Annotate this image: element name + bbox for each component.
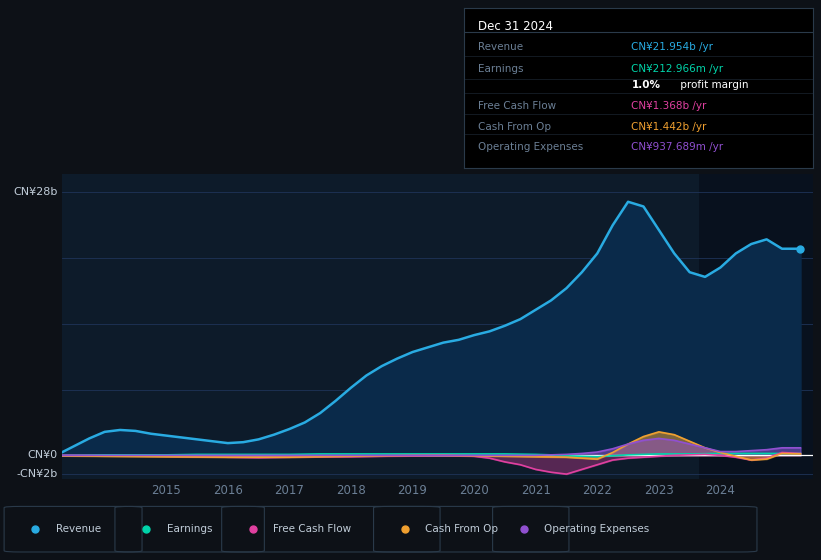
Text: Operating Expenses: Operating Expenses: [544, 524, 649, 534]
Text: Cash From Op: Cash From Op: [478, 122, 551, 132]
Text: CN¥212.966m /yr: CN¥212.966m /yr: [631, 64, 723, 74]
Text: Free Cash Flow: Free Cash Flow: [273, 524, 351, 534]
Text: Dec 31 2024: Dec 31 2024: [478, 20, 553, 32]
Text: -CN¥2b: -CN¥2b: [16, 469, 57, 479]
Text: Revenue: Revenue: [56, 524, 101, 534]
Text: CN¥28b: CN¥28b: [13, 188, 57, 197]
Text: profit margin: profit margin: [677, 80, 748, 90]
Text: CN¥1.442b /yr: CN¥1.442b /yr: [631, 122, 707, 132]
Text: Revenue: Revenue: [478, 41, 523, 52]
Bar: [699, 174, 813, 479]
Text: CN¥21.954b /yr: CN¥21.954b /yr: [631, 41, 713, 52]
Text: Free Cash Flow: Free Cash Flow: [478, 101, 556, 111]
Text: CN¥1.368b /yr: CN¥1.368b /yr: [631, 101, 707, 111]
Text: 1.0%: 1.0%: [631, 80, 660, 90]
Text: Earnings: Earnings: [478, 64, 523, 74]
Text: CN¥0: CN¥0: [28, 450, 57, 460]
Text: Cash From Op: Cash From Op: [425, 524, 498, 534]
Text: Earnings: Earnings: [167, 524, 212, 534]
Text: Operating Expenses: Operating Expenses: [478, 142, 583, 152]
Text: CN¥937.689m /yr: CN¥937.689m /yr: [631, 142, 723, 152]
